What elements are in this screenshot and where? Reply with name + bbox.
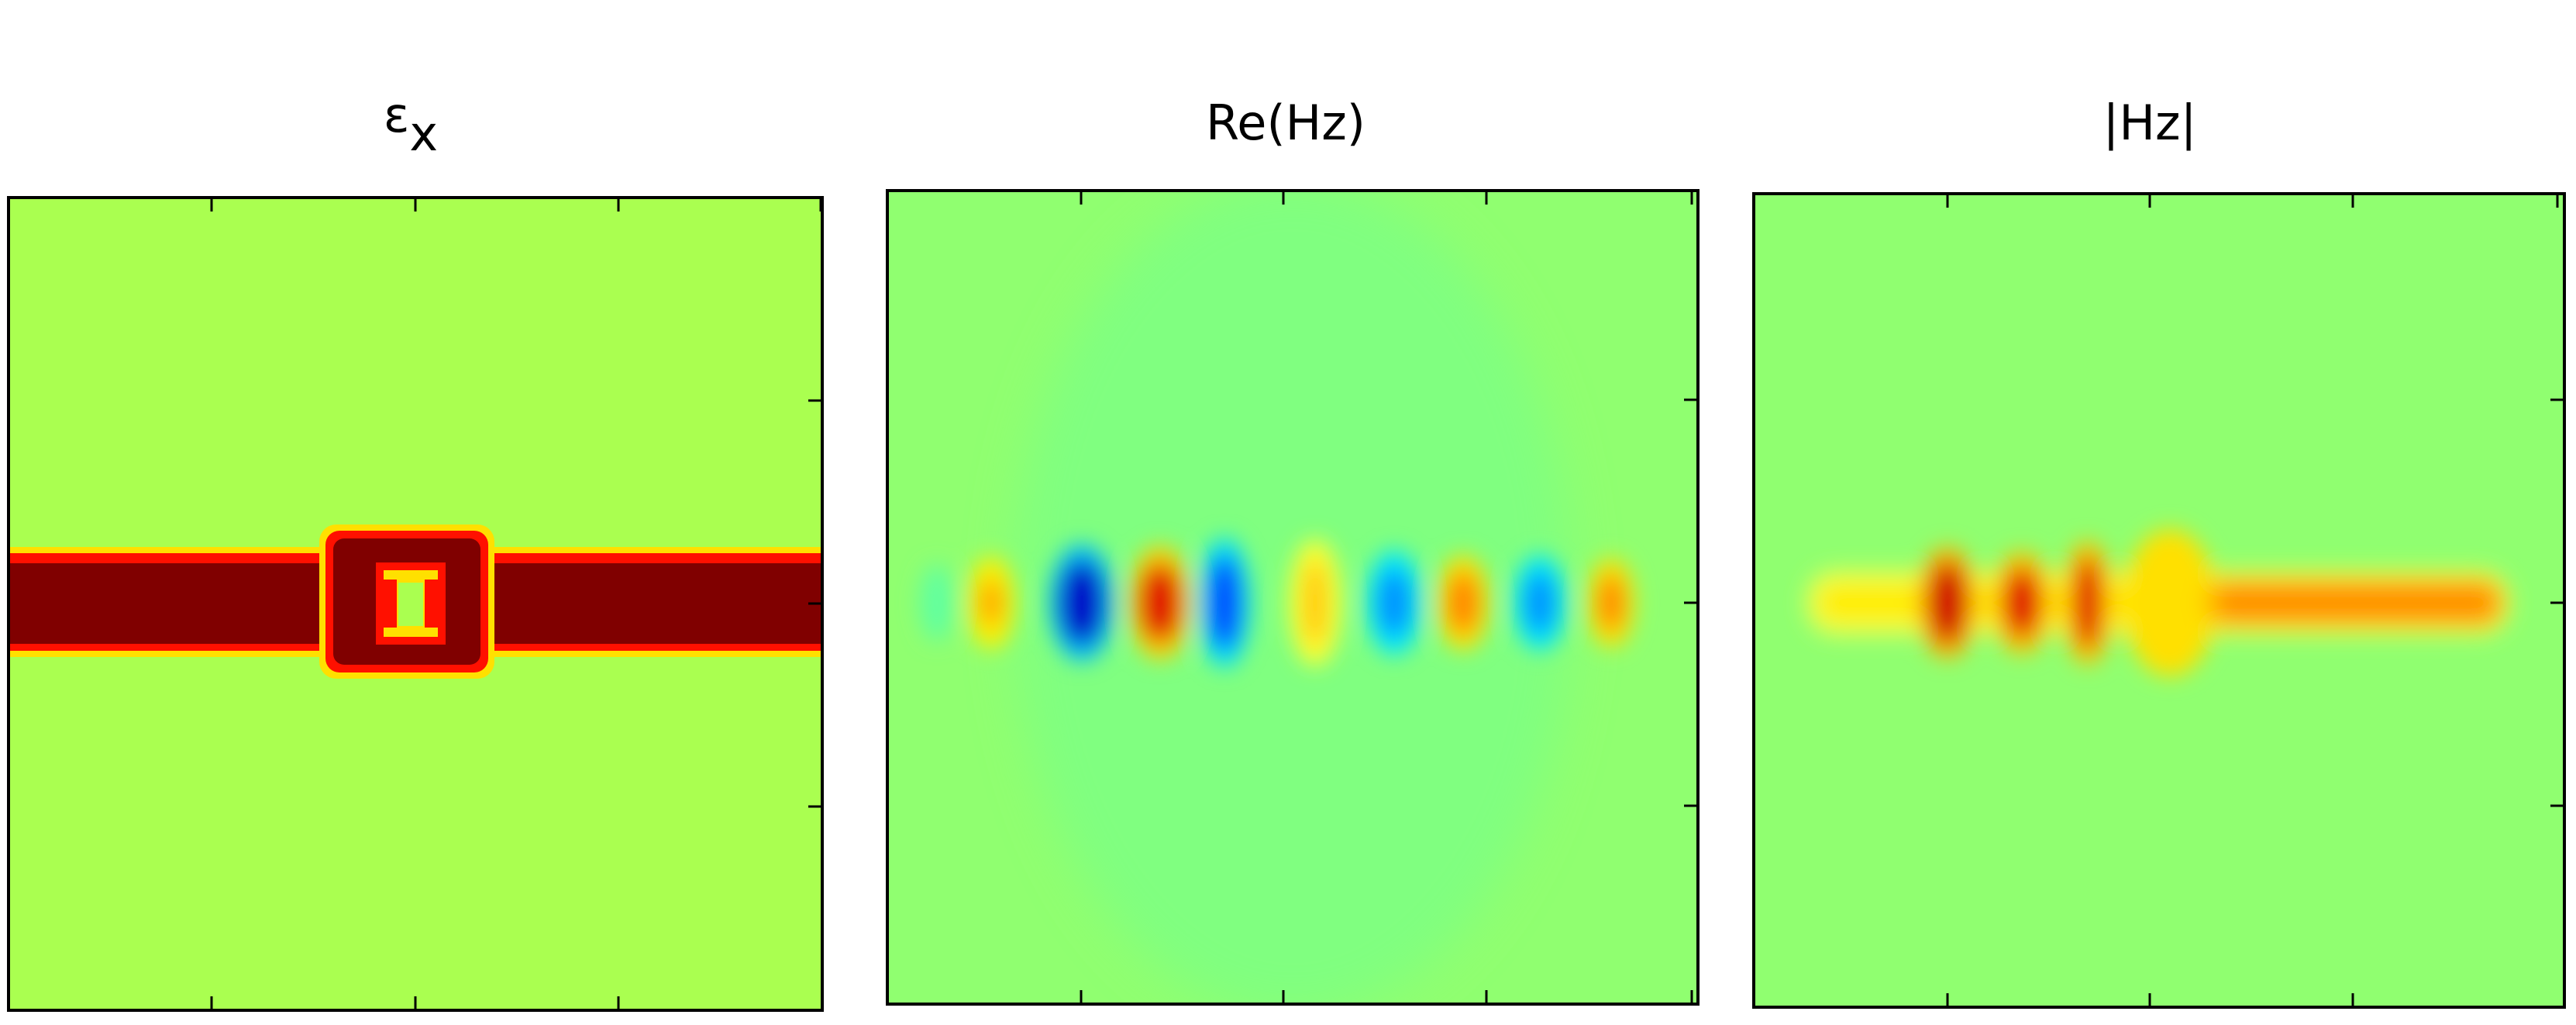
ticks	[1080, 191, 1698, 1004]
title-subscript: x	[409, 105, 438, 162]
title-symbol: ε	[384, 87, 410, 143]
panel: |Hz|	[1752, 95, 2566, 1009]
panel: Re(Hz)	[886, 95, 1700, 1006]
ticks	[1946, 194, 2564, 1007]
field-image	[887, 191, 1698, 1004]
field-image	[1754, 194, 2564, 1007]
panel: εx	[7, 87, 824, 1012]
axes-frame	[1752, 192, 2566, 1009]
panel-title: |Hz|	[2103, 95, 2197, 152]
panel-title: Re(Hz)	[1206, 95, 1365, 151]
panel-title: εx	[384, 87, 438, 162]
ticks	[210, 198, 822, 1010]
field-image	[9, 198, 822, 1010]
axes-frame	[886, 189, 1700, 1006]
